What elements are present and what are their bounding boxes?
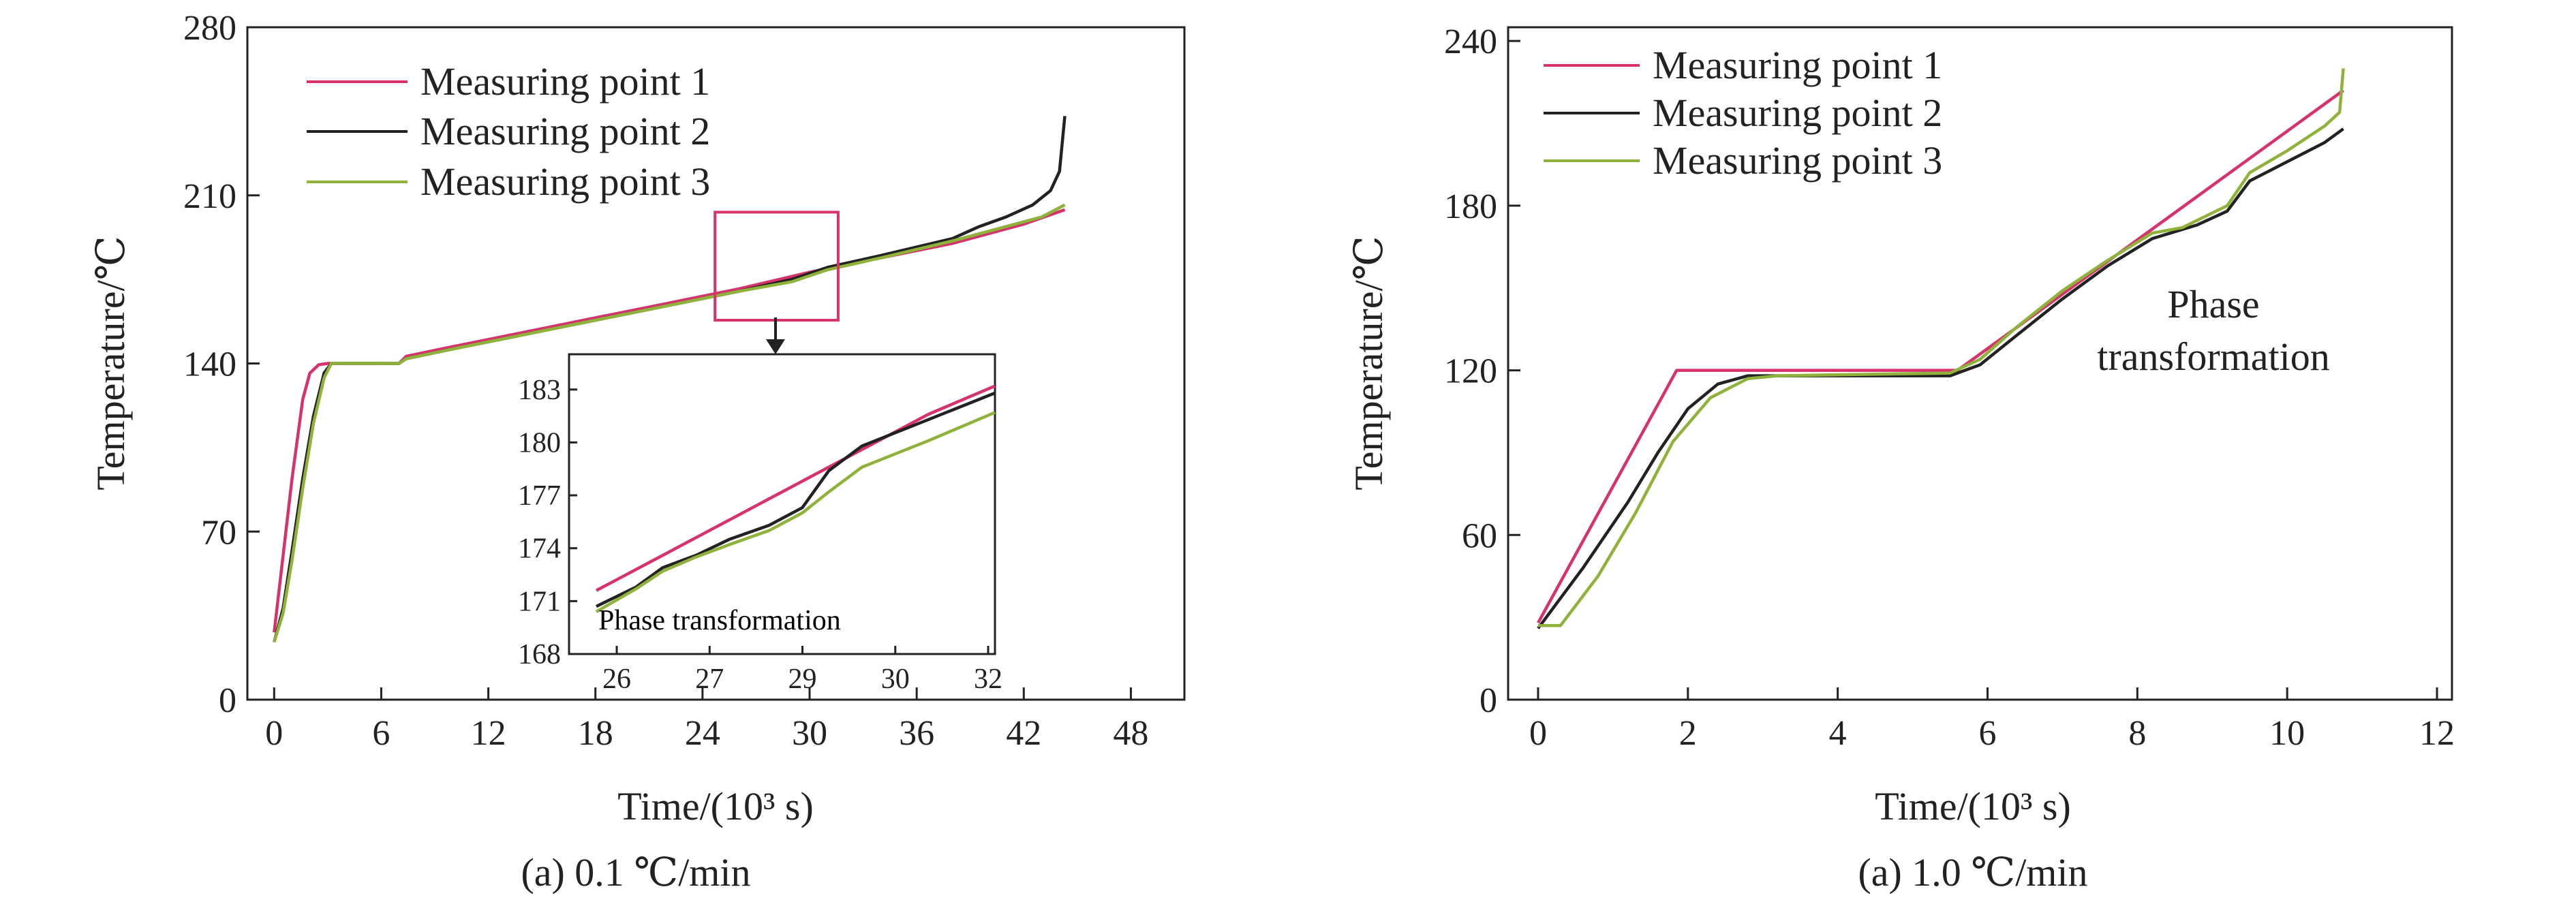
chart-b-ytick-label: 0 [1479,681,1497,720]
inset-ytick-label: 180 [518,427,561,458]
inset-series-3-line [595,411,996,613]
chart-b-ytick-label: 120 [1444,352,1497,391]
chart-a-xtick-label: 18 [578,714,613,753]
chart-a-ylabel: Temperature/℃ [89,236,133,490]
inset-ytick-label: 177 [518,480,561,512]
chart-a-series [273,116,1067,643]
inset-ytick-label: 168 [518,639,561,670]
chart-a-ytick-label: 280 [183,9,236,48]
legend-b-label-3: Measuring point 3 [1653,138,1942,183]
chart-a-ticks: 0 6 12 18 24 30 36 42 48 0 70 140 210 280 [183,9,1148,753]
chart-a-legend: Measuring point 1 Measuring point 2 Meas… [307,59,710,204]
chart-a-xtick-label: 42 [1006,714,1041,753]
inset-series [595,384,996,613]
chart-a-xtick-label: 30 [792,714,827,753]
chart-b-ytick-label: 60 [1462,516,1497,555]
legend-a-label-3: Measuring point 3 [420,159,710,204]
chart-a-ytick-label: 70 [201,513,236,552]
inset-xtick-label: 30 [881,664,910,695]
chart-b-xtick-label: 6 [1978,714,1996,753]
inset-ytick-label: 171 [518,586,561,617]
inset-ticks: 26 27 29 30 32 168 171 174 177 180 183 [518,375,1002,695]
chart-a-xlabel: Time/(10³ s) [617,784,814,828]
chart-a-ytick-label: 140 [183,345,236,384]
chart-b-frame [1507,26,2453,701]
chart-a-xtick-label: 12 [471,714,506,753]
inset-ytick-label: 174 [518,533,561,565]
inset-xtick-label: 32 [974,664,1002,695]
chart-a-series-3-line [273,203,1066,643]
inset-ytick-label: 183 [518,375,561,406]
inset-chart: 26 27 29 30 32 168 171 174 177 180 183 Phase trans… [518,353,1002,695]
legend-a-label-2: Measuring point 2 [420,109,710,153]
inset-annotation: Phase transformation [598,605,841,636]
chart-a-ytick-label: 210 [183,177,236,216]
chart-b-xtick-label: 12 [2419,714,2455,753]
inset-xtick-label: 26 [602,664,631,695]
chart-a-ytick-label: 0 [219,681,236,720]
chart-b-xtick-label: 4 [1829,714,1847,753]
legend-a-label-1: Measuring point 1 [420,59,710,104]
legend-b-label-1: Measuring point 1 [1653,43,1942,87]
chart-b-ylabel: Temperature/℃ [1347,236,1391,490]
legend-b-label-2: Measuring point 2 [1653,91,1942,135]
inset-series-2-line [596,391,996,608]
inset-series-1-line [595,384,996,592]
chart-b-xtick-label: 2 [1679,714,1697,753]
chart-b-legend: Measuring point 1 Measuring point 2 Meas… [1544,43,1942,183]
chart-b-series-1-line [1537,89,2344,624]
chart-a-caption: (a) 0.1 ℃/min [521,850,750,895]
inset-frame [568,353,996,655]
chart-b-ytick-label: 180 [1444,187,1497,226]
chart-a-xtick-label: 48 [1113,714,1148,753]
chart-b-series [1537,68,2345,629]
chart-a: 0 6 12 18 24 30 36 42 48 0 70 140 210 280 Time/(10³ s… [89,9,1186,895]
zoom-arrow-head [766,339,785,354]
chart-b-annotation-line-1: Phase [2167,282,2259,326]
chart-b-annotation-line-2: transformation [2097,335,2329,379]
inset-xtick-label: 27 [695,664,724,695]
chart-a-xtick-label: 24 [685,714,720,753]
chart-b-xtick-label: 10 [2269,714,2305,753]
chart-b-series-3-line [1538,68,2345,627]
chart-b-caption: (a) 1.0 ℃/min [1858,850,2087,895]
chart-b-xtick-label: 8 [2128,714,2146,753]
zoom-box [714,211,840,322]
chart-a-xtick-label: 0 [265,714,283,753]
chart-b-ytick-label: 240 [1444,22,1497,61]
inset-xtick-label: 29 [788,664,817,695]
chart-a-xtick-label: 6 [372,714,390,753]
chart-b-xtick-label: 0 [1529,714,1547,753]
chart-b-xlabel: Time/(10³ s) [1875,784,2071,828]
chart-a-xtick-label: 36 [899,714,934,753]
chart-b-series-2-line [1537,127,2344,629]
